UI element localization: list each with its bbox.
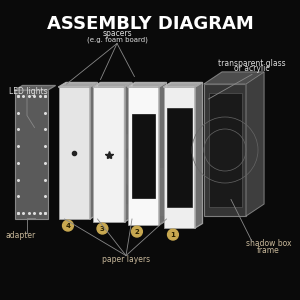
Text: ASSEMBLY DIAGRAM: ASSEMBLY DIAGRAM [46, 15, 253, 33]
Polygon shape [15, 85, 56, 90]
Text: spacers: spacers [102, 28, 132, 38]
Text: frame: frame [257, 246, 280, 255]
Text: 4: 4 [65, 223, 70, 229]
Polygon shape [246, 72, 264, 216]
Circle shape [63, 220, 74, 231]
Circle shape [132, 226, 142, 237]
Bar [208, 93, 242, 207]
Bar [15, 90, 48, 219]
Text: 1: 1 [170, 232, 175, 238]
Polygon shape [58, 82, 98, 87]
Polygon shape [124, 82, 132, 222]
Bar [93, 87, 124, 222]
Text: adapter: adapter [6, 231, 36, 240]
Circle shape [97, 223, 108, 234]
Polygon shape [159, 82, 166, 225]
Bar [132, 114, 154, 198]
Text: shadow box: shadow box [246, 238, 291, 247]
Polygon shape [128, 82, 167, 87]
Bar [167, 108, 192, 207]
Text: or acrylic: or acrylic [234, 64, 270, 73]
Text: 3: 3 [100, 226, 105, 232]
Polygon shape [93, 82, 132, 87]
Circle shape [168, 229, 178, 240]
Text: 2: 2 [135, 229, 139, 235]
Bar [204, 84, 246, 216]
Text: &: & [87, 133, 183, 239]
Polygon shape [204, 72, 264, 84]
Text: (e.g. foam board): (e.g. foam board) [87, 36, 147, 43]
Bar [128, 87, 159, 225]
Text: paper layers: paper layers [102, 255, 150, 264]
Bar [58, 87, 90, 219]
Text: transparent glass: transparent glass [218, 58, 286, 68]
Polygon shape [164, 82, 202, 87]
Bar [164, 87, 195, 228]
Polygon shape [195, 82, 202, 228]
Text: LED lights: LED lights [9, 87, 48, 96]
Polygon shape [90, 82, 98, 219]
